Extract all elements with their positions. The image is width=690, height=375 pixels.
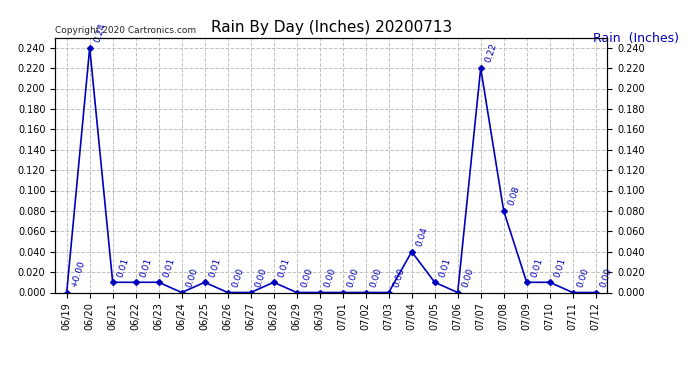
Text: 0.01: 0.01 [529,256,544,278]
Text: 0.01: 0.01 [115,256,130,278]
Text: Copyright 2020 Cartronics.com: Copyright 2020 Cartronics.com [55,26,197,35]
Text: 0.00: 0.00 [598,267,613,288]
Text: 0.00: 0.00 [368,267,383,288]
Text: 0.08: 0.08 [506,185,521,207]
Text: 0.00: 0.00 [391,267,406,288]
Text: 0.00: 0.00 [346,267,360,288]
Text: 0.04: 0.04 [415,226,429,248]
Text: 0.01: 0.01 [277,256,291,278]
Text: 0.24: 0.24 [92,22,107,44]
Text: 0.00: 0.00 [253,267,268,288]
Text: 0.01: 0.01 [208,256,222,278]
Text: 0.00: 0.00 [230,267,245,288]
Text: 0.00: 0.00 [184,267,199,288]
Text: 0.01: 0.01 [437,256,452,278]
Text: 0.01: 0.01 [553,256,567,278]
Text: 0.00: 0.00 [299,267,314,288]
Title: Rain By Day (Inches) 20200713: Rain By Day (Inches) 20200713 [210,20,452,35]
Text: 0.00: 0.00 [575,267,590,288]
Text: +0.00: +0.00 [70,260,86,288]
Text: 0.01: 0.01 [139,256,153,278]
Text: Rain  (Inches): Rain (Inches) [593,32,679,45]
Text: 0.00: 0.00 [322,267,337,288]
Text: 0.01: 0.01 [161,256,176,278]
Text: 0.22: 0.22 [484,42,498,64]
Text: 0.00: 0.00 [460,267,475,288]
